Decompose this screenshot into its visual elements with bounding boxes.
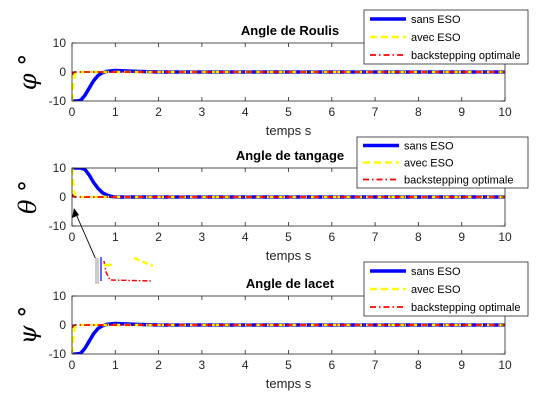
x-axis-label: temps s [266,123,312,138]
legend: sans ESO avec ESO backstepping optimale [363,261,529,317]
x-tick-label: 6 [328,105,335,119]
x-tick-label: 10 [498,105,512,119]
x-tick-label: 9 [458,230,465,244]
x-tick-label: 7 [372,230,379,244]
legend-label: avec ESO [411,32,461,44]
x-tick-label: 0 [69,105,76,119]
zoom-inset-bar [95,258,99,284]
x-tick-label: 10 [498,230,512,244]
legend-label: backstepping optimale [411,50,520,62]
x-axis-label: temps s [266,248,312,263]
x-tick-label: 8 [415,105,422,119]
x-tick-label: 10 [498,358,512,372]
y-tick-label: 10 [53,289,67,303]
y-axis-label: φ ° [14,54,42,90]
x-tick-label: 3 [199,105,206,119]
y-tick-label: 0 [59,65,66,79]
zoom-inset [72,208,154,284]
x-tick-label: 5 [285,230,292,244]
x-tick-label: 2 [155,358,162,372]
x-tick-label: 3 [199,230,206,244]
x-tick-label: 1 [112,358,119,372]
y-tick-label: 10 [53,36,67,50]
legend-label: backstepping optimale [411,302,520,314]
chart-title: Angle de tangage [236,148,344,163]
x-tick-label: 9 [458,105,465,119]
y-tick-label: -10 [49,347,67,361]
y-axis-label: θ ° [14,180,42,214]
x-tick-label: 1 [112,230,119,244]
chart-title: Angle de lacet [246,276,335,291]
legend-label: sans ESO [411,14,461,26]
x-tick-label: 3 [199,358,206,372]
x-tick-label: 0 [69,358,76,372]
x-tick-label: 9 [458,358,465,372]
x-tick-label: 8 [415,358,422,372]
x-axis-label: temps s [266,376,312,391]
zoom-arrow-line [75,213,98,263]
legend-label: sans ESO [411,266,461,278]
x-tick-label: 6 [328,358,335,372]
chart-title: Angle de Roulis [241,23,339,38]
legend-label: sans ESO [404,141,454,153]
x-tick-label: 7 [372,358,379,372]
legend-label: backstepping optimale [404,175,513,187]
legend-label: avec ESO [404,158,454,170]
legend: sans ESO avec ESO backstepping optimale [356,136,529,189]
y-tick-label: 10 [53,161,67,175]
x-tick-label: 4 [242,105,249,119]
y-axis-label: ψ ° [14,306,42,344]
y-tick-label: -10 [49,94,67,108]
zoom-arrow-head [72,208,79,218]
zoom-inset-yellow-b [133,256,154,268]
x-tick-label: 4 [242,230,249,244]
x-tick-label: 6 [328,230,335,244]
legend: sans ESO avec ESO backstepping optimale [363,9,529,65]
x-tick-label: 2 [155,105,162,119]
legend-label: avec ESO [411,284,461,296]
x-tick-label: 5 [285,358,292,372]
x-tick-label: 8 [415,230,422,244]
x-tick-label: 2 [155,230,162,244]
y-tick-label: 0 [59,318,66,332]
y-tick-label: -10 [49,219,67,233]
x-tick-label: 7 [372,105,379,119]
x-tick-label: 5 [285,105,292,119]
x-tick-label: 1 [112,105,119,119]
y-tick-label: 0 [59,190,66,204]
x-tick-label: 4 [242,358,249,372]
x-tick-label: 0 [69,230,76,244]
